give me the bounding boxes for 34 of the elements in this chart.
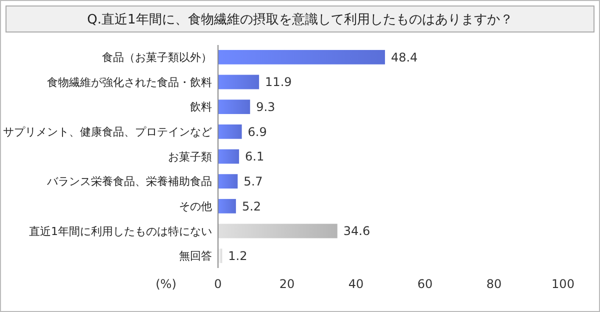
x-axis-title: (%) — [156, 277, 176, 292]
data-label: 5.2 — [242, 199, 262, 214]
data-label: 11.9 — [265, 75, 292, 90]
x-tick-label: 80 — [486, 277, 502, 292]
bar — [218, 124, 242, 139]
bar — [218, 100, 250, 114]
y-tick-label: その他 — [179, 200, 212, 214]
y-tick-label: サプリメント、健康食品、プロテインなど — [3, 126, 212, 139]
bar — [218, 174, 238, 189]
bar — [218, 198, 236, 214]
data-label: 6.9 — [248, 124, 267, 139]
bar — [218, 224, 338, 238]
y-tick-label: お菓子類 — [168, 150, 212, 164]
bar — [218, 50, 385, 64]
x-tick-label: 0 — [214, 277, 222, 292]
x-tick-label: 20 — [279, 277, 295, 292]
data-label: 6.1 — [245, 150, 264, 164]
bar — [218, 149, 240, 164]
y-tick-label: 食品（お菓子類以外） — [102, 51, 212, 64]
data-label: 5.7 — [244, 174, 263, 189]
chart-title: Q.直近1年間に、食物繊維の摂取を意識して利用したものはありますか？ — [87, 12, 513, 28]
x-tick-label: 60 — [417, 277, 433, 292]
data-label: 1.2 — [228, 249, 248, 264]
x-tick-label: 40 — [348, 277, 364, 292]
y-tick-label: 食物繊維が強化された食品・飲料 — [47, 76, 212, 89]
data-label: 9.3 — [256, 100, 276, 114]
y-tick-label: 飲料 — [190, 100, 212, 114]
x-tick-label: 100 — [552, 277, 574, 292]
bar — [218, 74, 260, 90]
y-tick-label: 無回答 — [179, 250, 212, 263]
y-tick-label: バランス栄養食品、栄養補助食品 — [46, 175, 212, 188]
y-tick-label: 直近1年間に利用したものは特にない — [29, 224, 212, 238]
data-label: 48.4 — [390, 50, 418, 64]
data-label: 34.6 — [343, 224, 370, 238]
